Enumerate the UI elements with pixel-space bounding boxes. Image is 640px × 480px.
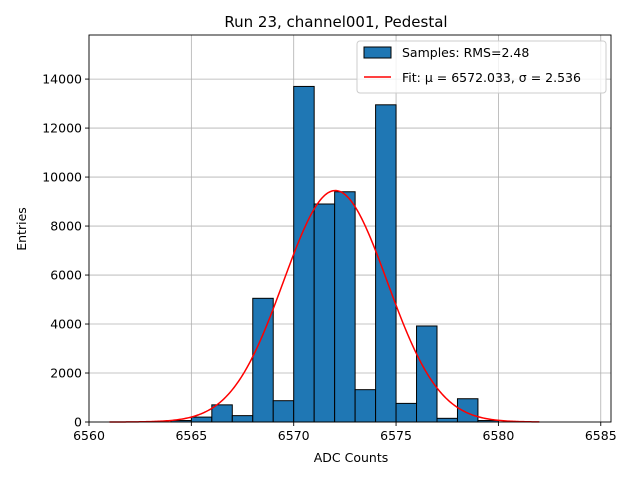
x-axis-ticks: 6560 6565 6570 6575 6580 6585 — [73, 422, 617, 443]
histogram-bar — [395, 402, 418, 423]
y-tick-label: 6000 — [50, 268, 82, 283]
x-tick-label: 6580 — [483, 428, 515, 443]
x-tick-label: 6560 — [73, 428, 105, 443]
histogram-bar — [313, 203, 336, 423]
y-axis-ticks: 0 2000 4000 6000 8000 10000 12000 14000 — [42, 72, 89, 430]
histogram-bar — [211, 404, 233, 423]
legend-label-samples: Samples: RMS=2.48 — [402, 45, 529, 60]
y-tick-label: 12000 — [42, 121, 82, 136]
histogram-bar — [293, 85, 315, 423]
y-tick-label: 4000 — [50, 317, 82, 332]
y-axis-label: Entries — [14, 207, 29, 251]
x-tick-label: 6575 — [380, 428, 412, 443]
histogram-bar — [354, 389, 377, 423]
legend: Samples: RMS=2.48 Fit: μ = 6572.033, σ =… — [356, 40, 607, 94]
y-tick-label: 8000 — [50, 219, 82, 234]
legend-swatch-samples — [363, 46, 392, 59]
legend-box — [356, 40, 607, 94]
histogram-bar — [190, 416, 213, 423]
histogram-bar — [272, 400, 295, 423]
x-axis-label: ADC Counts — [314, 450, 389, 465]
histogram-bars — [170, 85, 499, 423]
x-tick-label: 6570 — [278, 428, 310, 443]
legend-label-fit: Fit: μ = 6572.033, σ = 2.536 — [402, 70, 581, 85]
fit-curve — [109, 189, 540, 423]
y-tick-label: 0 — [74, 415, 82, 430]
chart-title: Run 23, channel001, Pedestal — [224, 13, 447, 31]
histogram-bar — [375, 104, 397, 423]
y-tick-label: 14000 — [42, 72, 82, 87]
y-tick-label: 10000 — [42, 170, 82, 185]
histogram-bar — [334, 191, 356, 423]
y-tick-label: 2000 — [50, 366, 82, 381]
histogram-bar — [436, 417, 458, 423]
histogram-bar — [231, 415, 254, 423]
x-tick-label: 6565 — [175, 428, 207, 443]
x-tick-label: 6585 — [585, 428, 617, 443]
plot-frame — [88, 34, 612, 423]
histogram-bar — [456, 398, 479, 423]
